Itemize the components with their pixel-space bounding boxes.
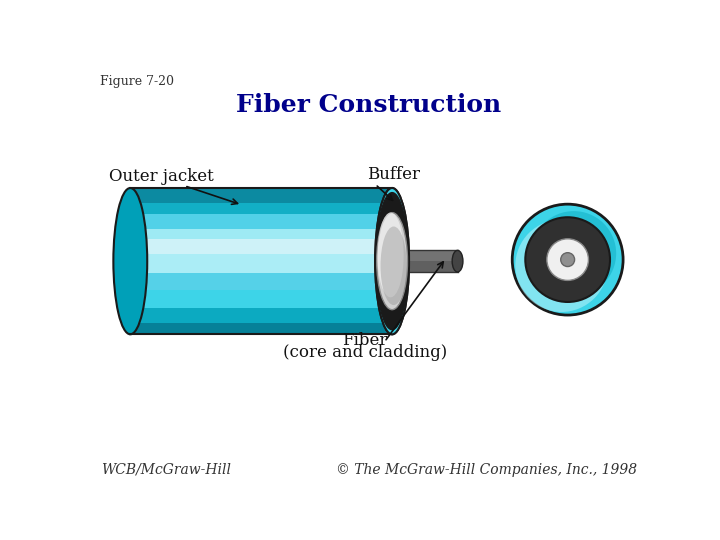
Ellipse shape — [376, 193, 408, 330]
Ellipse shape — [377, 213, 404, 298]
Ellipse shape — [377, 213, 404, 298]
Ellipse shape — [516, 220, 608, 312]
Polygon shape — [130, 254, 392, 273]
Ellipse shape — [382, 231, 405, 304]
Text: Fiber Construction: Fiber Construction — [236, 93, 502, 117]
Text: WCB/McGraw-Hill: WCB/McGraw-Hill — [101, 463, 231, 477]
Ellipse shape — [547, 239, 588, 280]
Ellipse shape — [531, 211, 616, 296]
Ellipse shape — [381, 226, 407, 305]
Polygon shape — [406, 251, 457, 272]
Ellipse shape — [377, 213, 408, 309]
Ellipse shape — [375, 188, 409, 334]
Polygon shape — [130, 202, 392, 214]
Polygon shape — [130, 188, 392, 334]
Polygon shape — [130, 273, 392, 291]
Text: © The McGraw-Hill Companies, Inc., 1998: © The McGraw-Hill Companies, Inc., 1998 — [336, 463, 637, 477]
Ellipse shape — [512, 204, 623, 315]
Polygon shape — [130, 291, 392, 308]
Text: Buffer: Buffer — [367, 166, 420, 183]
Polygon shape — [130, 229, 392, 239]
Polygon shape — [130, 308, 392, 322]
Ellipse shape — [376, 193, 408, 330]
Ellipse shape — [375, 188, 409, 334]
Text: (core and cladding): (core and cladding) — [283, 343, 447, 361]
Ellipse shape — [113, 188, 148, 334]
Ellipse shape — [377, 213, 408, 309]
Text: Figure 7-20: Figure 7-20 — [99, 75, 174, 88]
Polygon shape — [130, 322, 392, 334]
Text: Outer jacket: Outer jacket — [109, 168, 214, 185]
Polygon shape — [130, 188, 392, 202]
Ellipse shape — [452, 251, 463, 272]
Polygon shape — [130, 239, 392, 254]
Ellipse shape — [561, 253, 575, 267]
Ellipse shape — [526, 217, 610, 302]
Polygon shape — [406, 251, 457, 261]
Text: Fiber: Fiber — [343, 332, 388, 349]
Polygon shape — [130, 214, 392, 229]
